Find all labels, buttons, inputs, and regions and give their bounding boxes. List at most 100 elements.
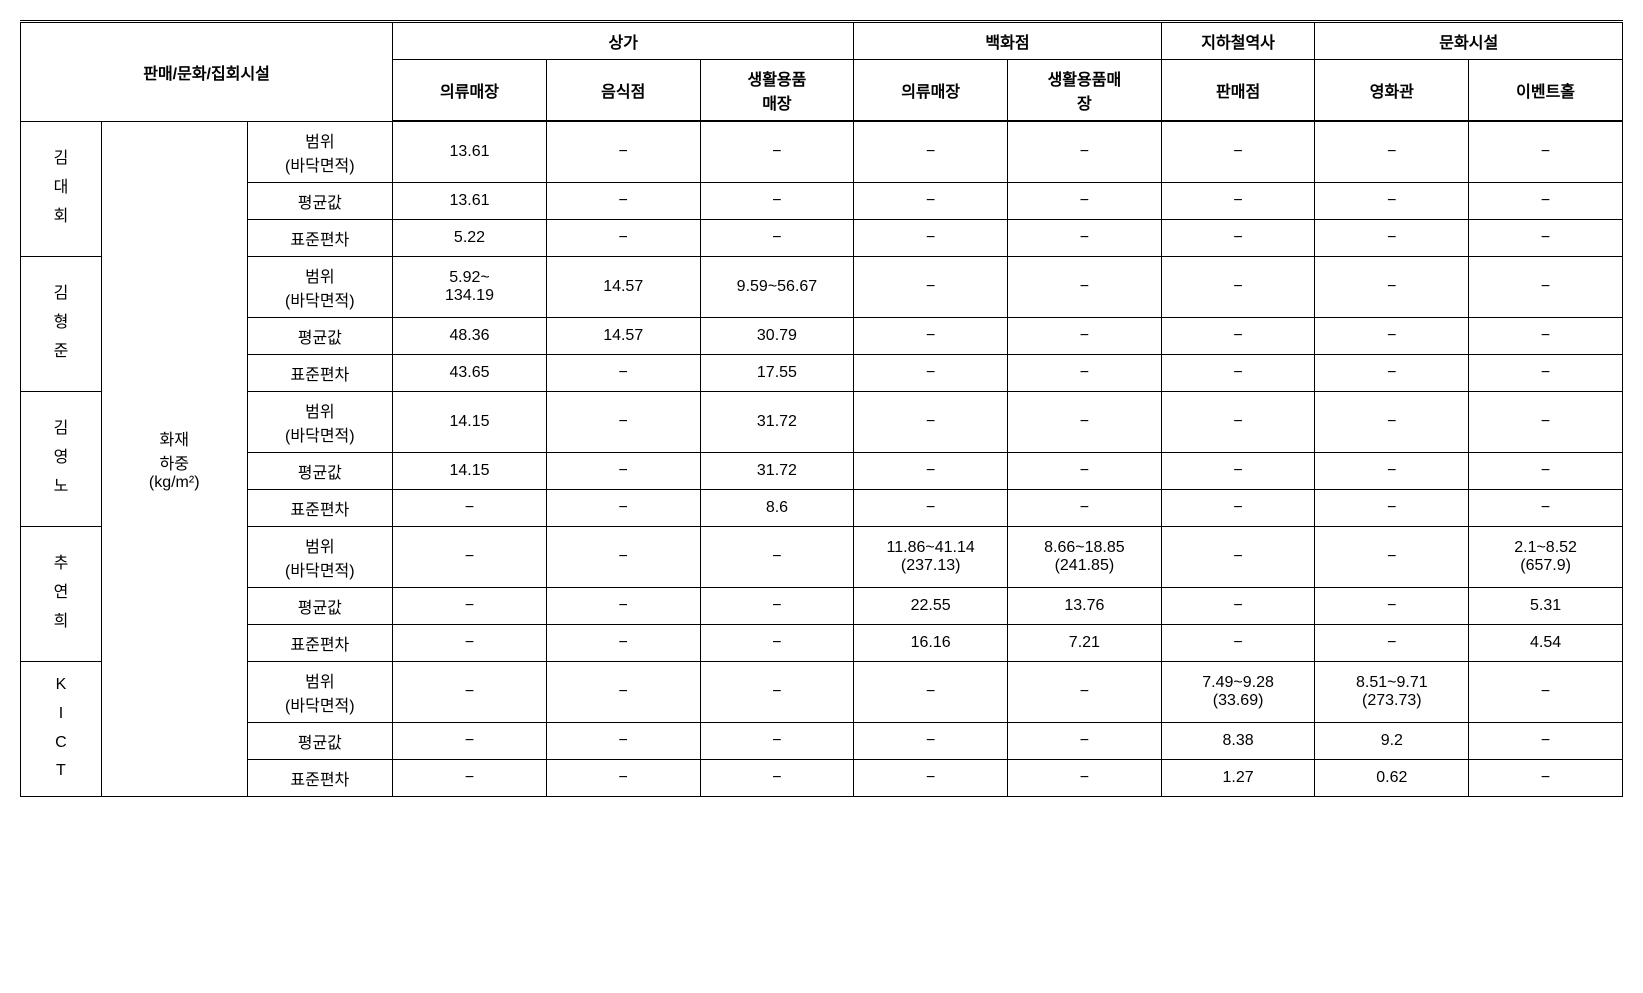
data-cell: − (1315, 182, 1469, 219)
data-cell: − (1469, 182, 1623, 219)
header-col-4: 의류매장 (854, 60, 1008, 122)
data-cell: 8.38 (1161, 722, 1315, 759)
data-cell: − (1008, 489, 1162, 526)
data-cell: − (854, 661, 1008, 722)
metric-label: 표준편차 (247, 489, 393, 526)
table-row: 김대회화재하중(kg/m²)범위(바닥면적)13.61−−−−−−− (21, 121, 1623, 182)
metric-label: 범위(바닥면적) (247, 121, 393, 182)
data-cell: − (1315, 489, 1469, 526)
data-cell: − (1008, 722, 1162, 759)
data-cell: − (1008, 759, 1162, 796)
data-cell: − (393, 722, 547, 759)
data-cell: 7.21 (1008, 624, 1162, 661)
data-cell: − (1469, 759, 1623, 796)
data-cell: − (546, 452, 700, 489)
data-cell: − (700, 661, 854, 722)
metric-label: 범위(바닥면적) (247, 526, 393, 587)
data-cell: 17.55 (700, 354, 854, 391)
data-cell: − (1315, 624, 1469, 661)
header-group-2: 백화점 (854, 22, 1161, 60)
data-cell: − (854, 722, 1008, 759)
researcher-name: KICT (21, 661, 102, 796)
table-row: 김영노범위(바닥면적)14.15−31.72−−−−− (21, 391, 1623, 452)
data-cell: 13.61 (393, 121, 547, 182)
data-cell: − (1469, 354, 1623, 391)
data-cell: 1.27 (1161, 759, 1315, 796)
data-cell: − (700, 587, 854, 624)
data-cell: − (1315, 391, 1469, 452)
table-row: 표준편차−−−−−1.270.62− (21, 759, 1623, 796)
data-cell: 16.16 (854, 624, 1008, 661)
data-cell: 9.59~56.67 (700, 256, 854, 317)
data-cell: 11.86~41.14(237.13) (854, 526, 1008, 587)
data-cell: − (1161, 121, 1315, 182)
table-row: 평균값−−−22.5513.76−−5.31 (21, 587, 1623, 624)
data-cell: − (546, 587, 700, 624)
data-cell: − (546, 182, 700, 219)
header-col-7: 영화관 (1315, 60, 1469, 122)
data-cell: − (1315, 587, 1469, 624)
data-cell: − (1315, 219, 1469, 256)
data-cell: − (546, 661, 700, 722)
data-cell: 30.79 (700, 317, 854, 354)
data-cell: − (1161, 219, 1315, 256)
header-col-3: 생활용품매장 (700, 60, 854, 122)
table-row: KICT범위(바닥면적)−−−−−7.49~9.28(33.69)8.51~9.… (21, 661, 1623, 722)
data-cell: − (1161, 354, 1315, 391)
data-cell: − (1469, 121, 1623, 182)
data-cell: − (1008, 354, 1162, 391)
data-cell: 4.54 (1469, 624, 1623, 661)
data-cell: 43.65 (393, 354, 547, 391)
data-cell: − (546, 219, 700, 256)
table-row: 평균값−−−−−8.389.2− (21, 722, 1623, 759)
data-cell: − (546, 121, 700, 182)
table-row: 표준편차5.22−−−−−−− (21, 219, 1623, 256)
data-cell: − (393, 526, 547, 587)
data-cell: − (700, 624, 854, 661)
data-cell: − (393, 759, 547, 796)
data-cell: − (546, 722, 700, 759)
metric-label: 표준편차 (247, 624, 393, 661)
data-cell: − (393, 624, 547, 661)
data-cell: − (1469, 452, 1623, 489)
table-row: 평균값14.15−31.72−−−−− (21, 452, 1623, 489)
metric-label: 평균값 (247, 587, 393, 624)
metric-label: 평균값 (247, 722, 393, 759)
data-cell: − (1315, 256, 1469, 317)
data-cell: 48.36 (393, 317, 547, 354)
table-row: 표준편차43.65−17.55−−−−− (21, 354, 1623, 391)
data-cell: 31.72 (700, 391, 854, 452)
data-cell: − (393, 661, 547, 722)
data-cell: − (1315, 526, 1469, 587)
researcher-name: 추연희 (21, 526, 102, 661)
table-row: 김형준범위(바닥면적)5.92~134.1914.579.59~56.67−−−… (21, 256, 1623, 317)
data-cell: 13.76 (1008, 587, 1162, 624)
metric-label: 표준편차 (247, 354, 393, 391)
data-cell: − (1469, 722, 1623, 759)
data-cell: − (700, 759, 854, 796)
header-col-5: 생활용품매장 (1008, 60, 1162, 122)
row-label: 화재하중(kg/m²) (101, 121, 247, 796)
data-cell: − (1469, 489, 1623, 526)
data-cell: − (854, 317, 1008, 354)
data-cell: 0.62 (1315, 759, 1469, 796)
data-cell: − (546, 354, 700, 391)
data-cell: − (854, 391, 1008, 452)
data-cell: − (1008, 391, 1162, 452)
data-cell: − (1161, 452, 1315, 489)
data-cell: − (1315, 317, 1469, 354)
table-row: 표준편차−−−16.167.21−−4.54 (21, 624, 1623, 661)
header-group-3: 지하철역사 (1161, 22, 1315, 60)
data-cell: 8.6 (700, 489, 854, 526)
metric-label: 범위(바닥면적) (247, 661, 393, 722)
data-cell: − (700, 121, 854, 182)
data-cell: 14.57 (546, 317, 700, 354)
data-table: 판매/문화/집회시설 상가 백화점 지하철역사 문화시설 의류매장 음식점 생활… (20, 20, 1623, 797)
data-cell: − (1008, 121, 1162, 182)
header-col-8: 이벤트홀 (1469, 60, 1623, 122)
data-cell: − (546, 391, 700, 452)
data-cell: − (1161, 391, 1315, 452)
data-cell: − (1161, 256, 1315, 317)
data-cell: 5.92~134.19 (393, 256, 547, 317)
data-cell: − (1161, 317, 1315, 354)
